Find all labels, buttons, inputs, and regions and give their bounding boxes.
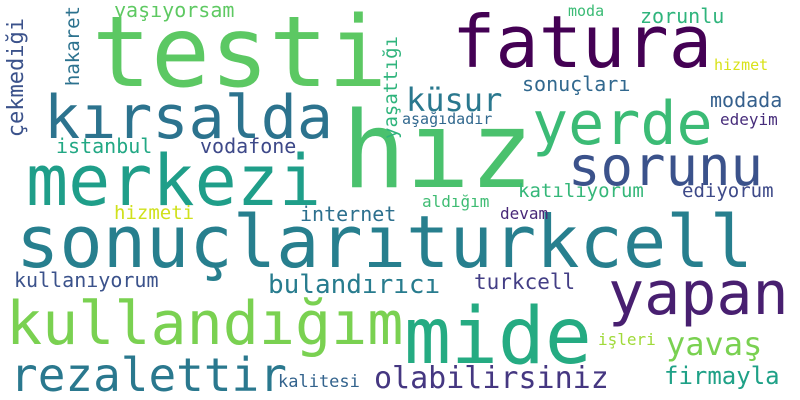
word-devam: devam [500, 204, 549, 223]
word-moda: moda [568, 2, 605, 20]
word-firmayla: firmayla [664, 362, 780, 390]
word-vodafone: vodafone [200, 134, 297, 158]
word-rezalettir: rezalettir [10, 348, 287, 400]
word-istanbul: istanbul [56, 134, 153, 158]
word-mide: mide [404, 292, 592, 382]
word-modada: modada [710, 88, 783, 112]
word-kusur: küsur [406, 81, 503, 119]
word-yasattigi: yaşattığı [380, 36, 402, 139]
word-fatura: fatura [452, 0, 713, 84]
word-yapan: yapan [608, 259, 789, 329]
word-bulandirici: bulandırıcı [268, 270, 441, 300]
word-katiliyorum: katılıyorum [518, 180, 644, 202]
word-yavas: yavaş [666, 325, 763, 363]
word-edeyim: edeyim [720, 110, 778, 129]
word-kullaniyorum: kullanıyorum [14, 268, 159, 292]
word-kullandigim: kullandığım [6, 289, 404, 359]
word-sonuclariturkcell: sonuçlarıturkcell [16, 200, 753, 284]
word-turkcell: turkcell [474, 270, 576, 294]
word-asagidadir: aşağıdadır [402, 110, 493, 128]
word-olabilirsiniz: olabilirsiniz [374, 361, 609, 396]
word-testi: testi [92, 0, 388, 110]
word-ediyorum: ediyorum [682, 180, 774, 202]
word-merkezi: merkezi [26, 140, 322, 222]
word-cekmedigi: çekmediği [4, 18, 29, 138]
word-internet: internet [300, 202, 397, 226]
word-sonuclari: sonuçları [522, 72, 631, 96]
word-hizmet: hizmet [714, 56, 769, 74]
word-yerde: yerde [532, 89, 713, 159]
word-hizmeti: hizmeti [114, 202, 195, 224]
word-isleri: işleri [598, 330, 656, 349]
word-aldigim: aldığım [422, 192, 490, 211]
word-hakaret: hakaret [62, 6, 84, 87]
word-yasiyorsam: yaşıyorsam [114, 0, 235, 22]
word-sorunu: sorunu [568, 135, 764, 198]
word-kalitesi: kalitesi [278, 372, 360, 392]
word-zorunlu: zorunlu [640, 4, 725, 28]
word-hiz: hız [342, 89, 534, 212]
word-kirsalda: kırsalda [44, 83, 333, 153]
